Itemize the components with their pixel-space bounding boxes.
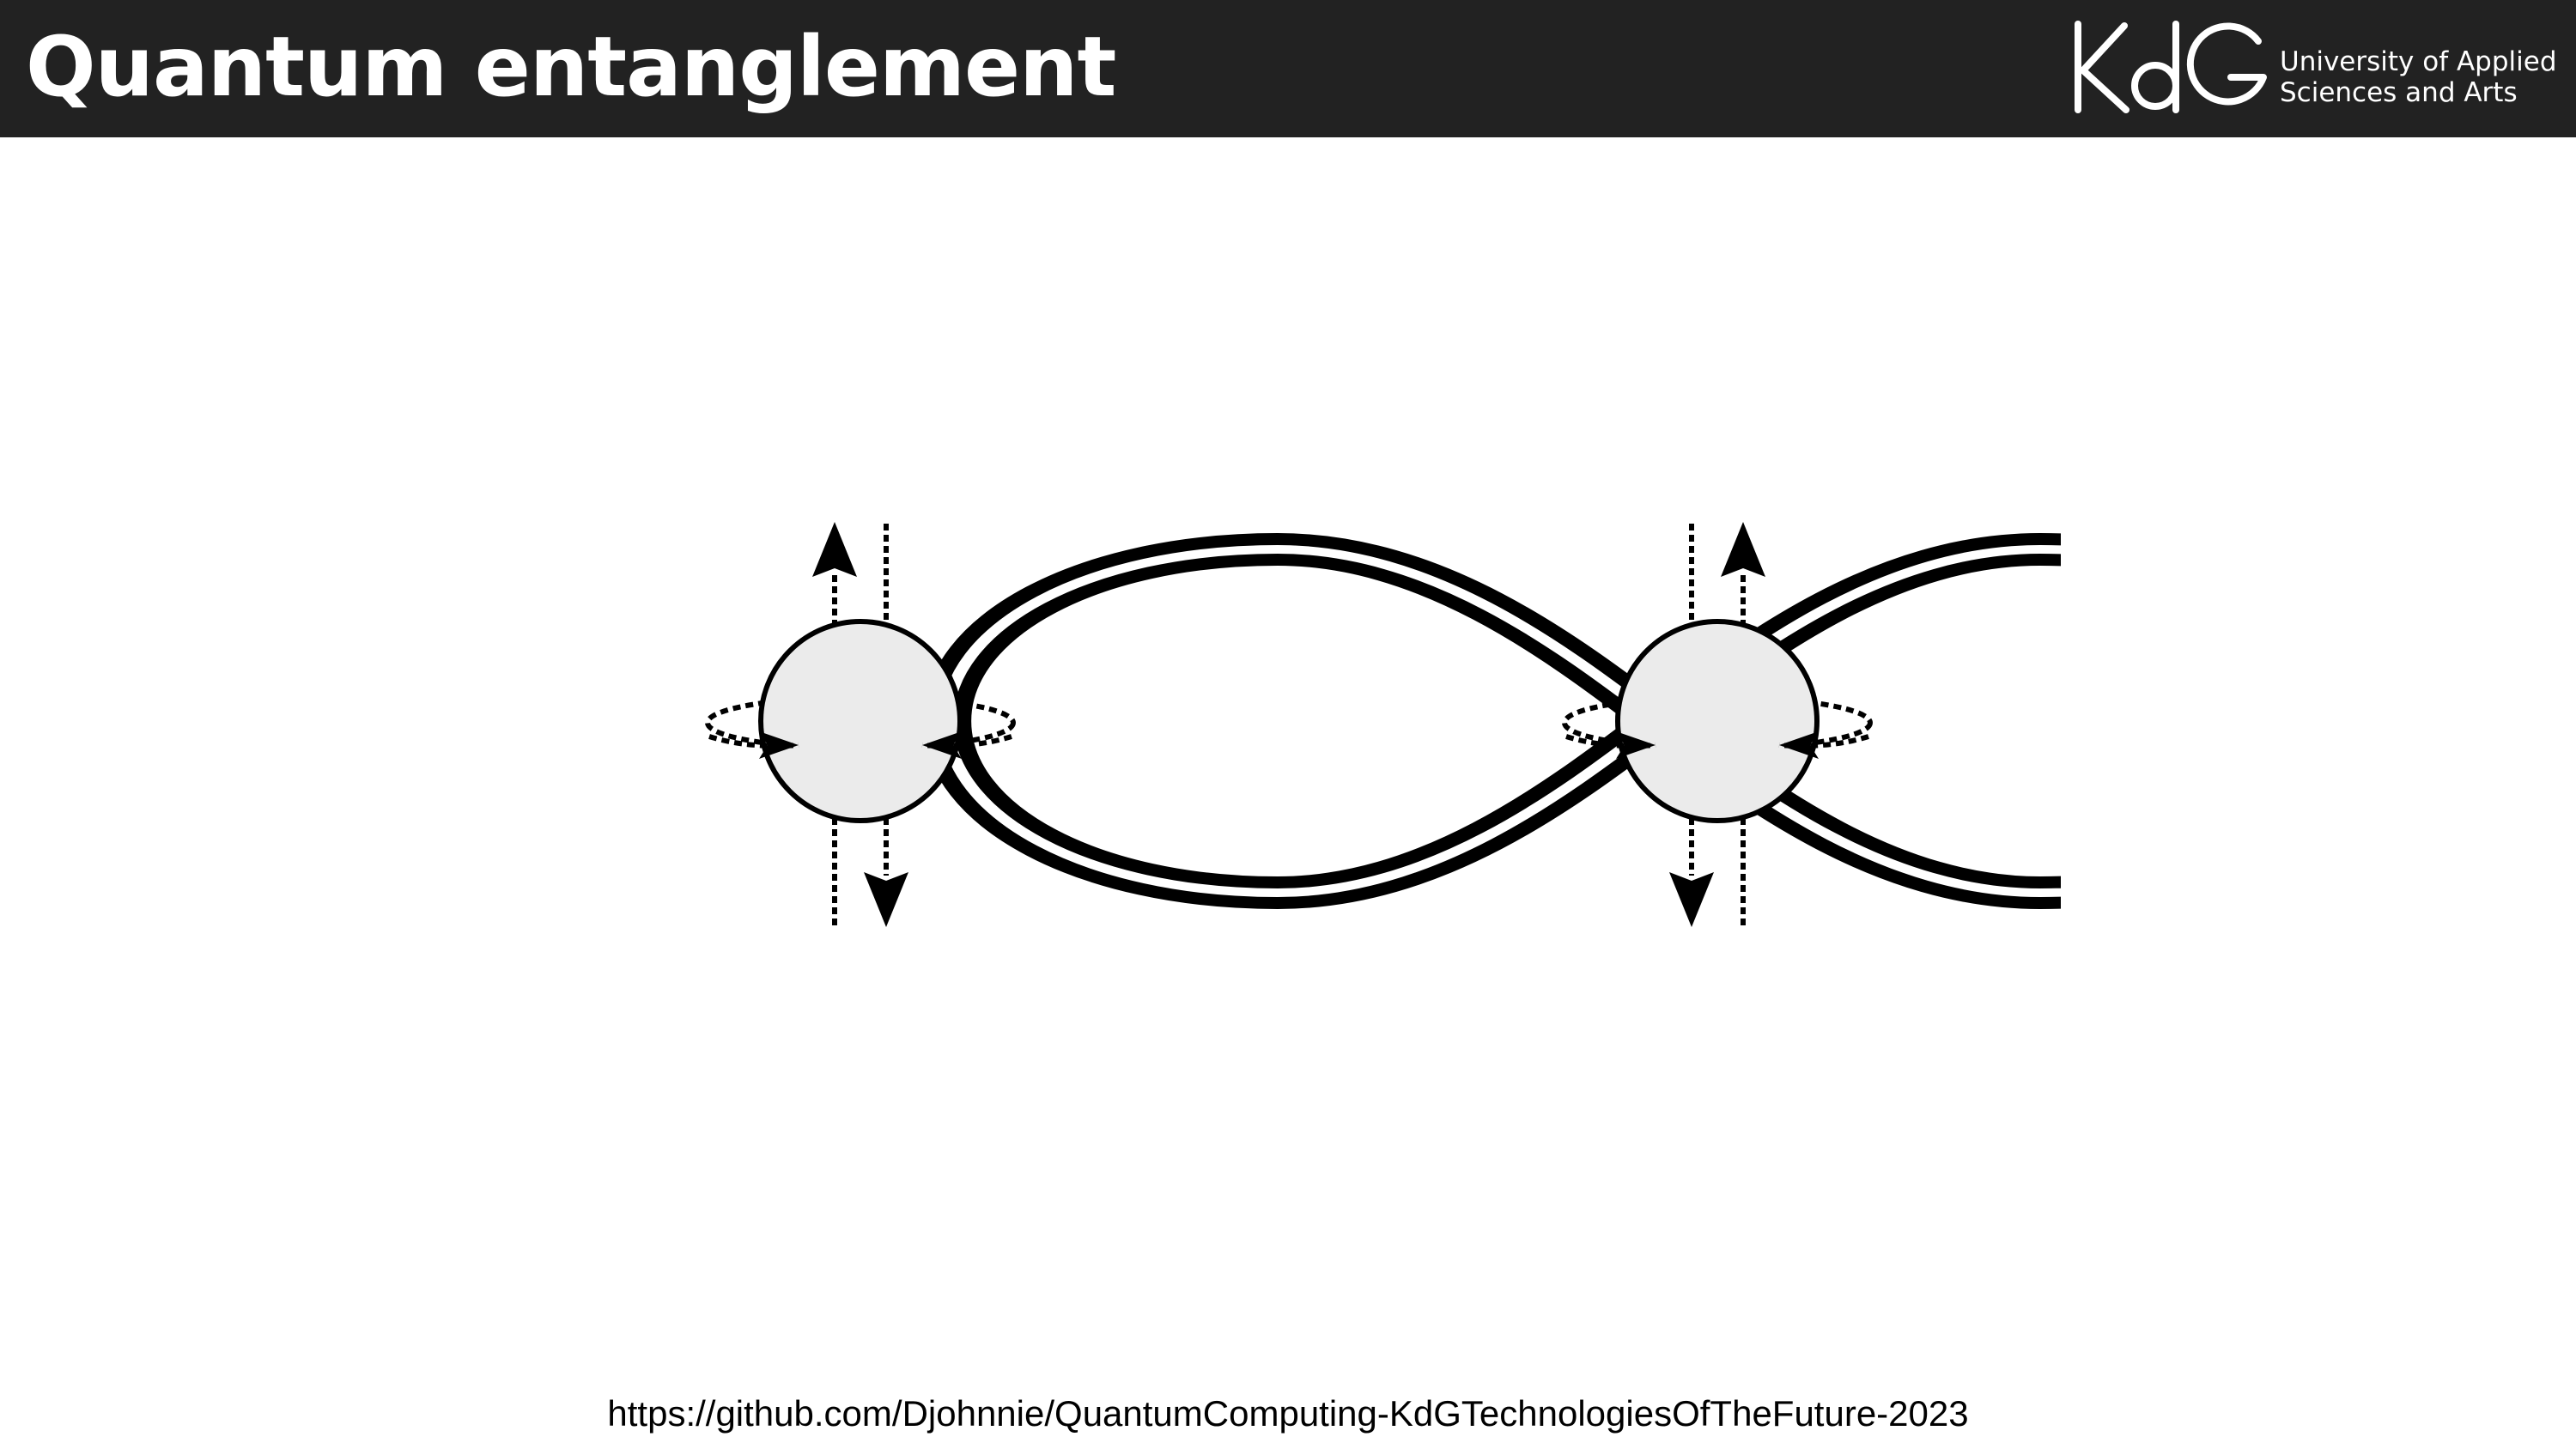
spin-up-arrow-icon [1721,522,1765,577]
slide-header: Quantum entanglement University of Appli… [0,0,2576,137]
logo-line-1: University of Applied [2280,46,2557,77]
entanglement-diagram [705,522,2061,927]
particle-sphere [758,619,963,823]
particle-sphere [1615,619,1820,823]
kdg-logo-mark [2075,21,2267,113]
kdg-logo: University of Applied Sciences and Arts [2071,21,2557,115]
source-link[interactable]: https://github.com/Djohnnie/QuantumCompu… [607,1393,1969,1434]
spin-down-arrow-icon [864,872,908,927]
spin-down-arrow-icon [1669,872,1714,927]
left-particle [705,522,1016,927]
logo-line-2: Sciences and Arts [2280,77,2518,108]
slide-title: Quantum entanglement [26,19,1116,115]
right-particle [1562,522,1873,927]
spin-up-arrow-icon [812,522,857,577]
kdg-logo-text: University of Applied Sciences and Arts [2280,46,2557,108]
infinity-loop [922,532,2061,910]
